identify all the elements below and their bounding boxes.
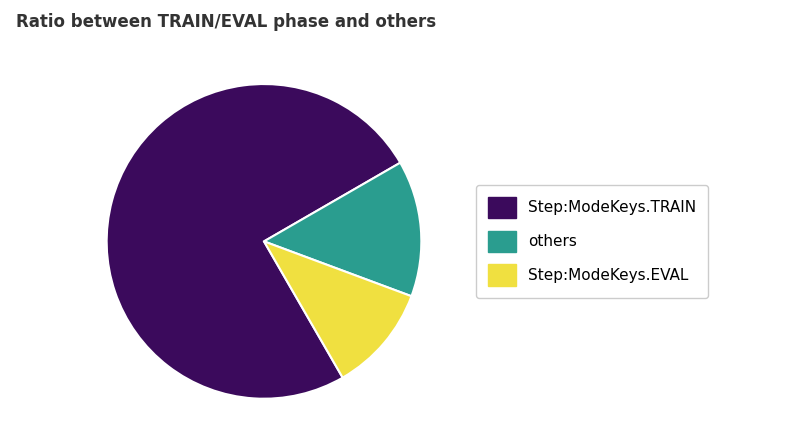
- Wedge shape: [264, 241, 411, 378]
- Text: Ratio between TRAIN/EVAL phase and others: Ratio between TRAIN/EVAL phase and other…: [16, 13, 436, 31]
- Wedge shape: [106, 84, 400, 399]
- Wedge shape: [264, 163, 422, 296]
- Legend: Step:ModeKeys.TRAIN, others, Step:ModeKeys.EVAL: Step:ModeKeys.TRAIN, others, Step:ModeKe…: [476, 185, 709, 298]
